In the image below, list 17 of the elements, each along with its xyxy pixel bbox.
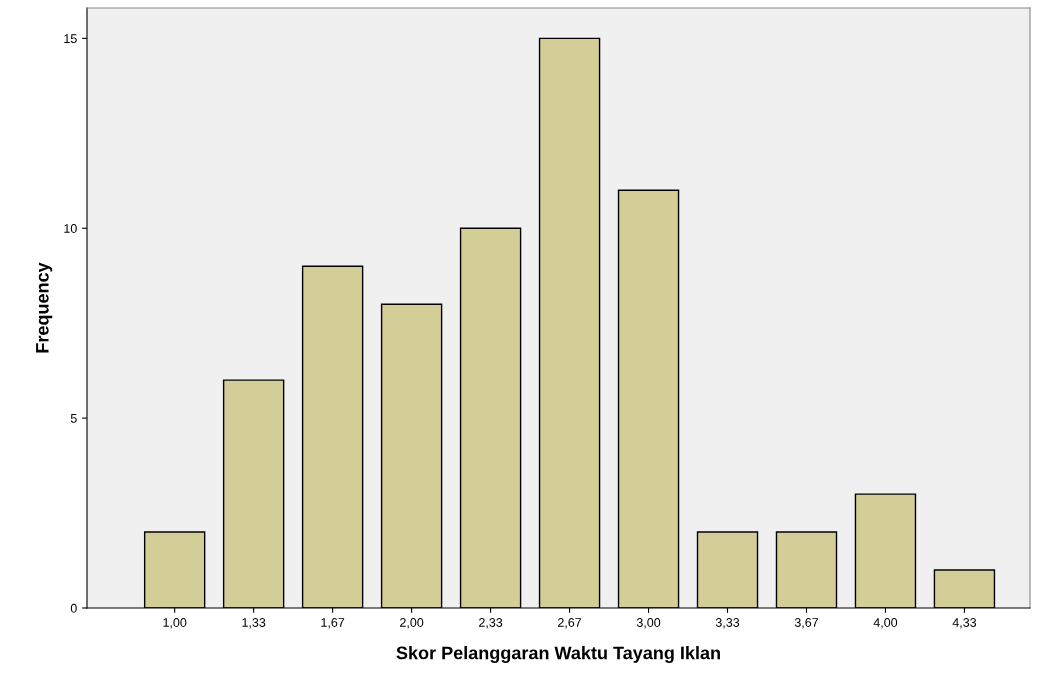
x-tick-label: 4,00 <box>873 618 898 629</box>
y-tick-label: 10 <box>64 224 77 233</box>
x-tick-label: 3,33 <box>715 618 740 629</box>
y-tick-label: 15 <box>64 34 77 44</box>
x-tick-label: 1,33 <box>242 618 266 629</box>
x-tick-label: 2,67 <box>558 618 582 629</box>
x-tick-label: 3,67 <box>794 618 819 629</box>
x-tick-label: 1,00 <box>163 618 187 629</box>
y-tick-label: 5 <box>70 414 77 423</box>
x-tick-label: 3,00 <box>636 618 661 629</box>
x-tick-label: 2,00 <box>400 618 424 629</box>
x-axis-title: Skor Pelanggaran Waktu Tayang Iklan <box>396 646 720 663</box>
x-tick-label: 2,33 <box>479 618 503 629</box>
x-tick-label: 4,33 <box>952 618 977 629</box>
x-tick-label: 1,67 <box>321 618 345 629</box>
y-axis-title: Frequency <box>36 262 53 353</box>
y-tick-label: 0 <box>70 603 77 613</box>
